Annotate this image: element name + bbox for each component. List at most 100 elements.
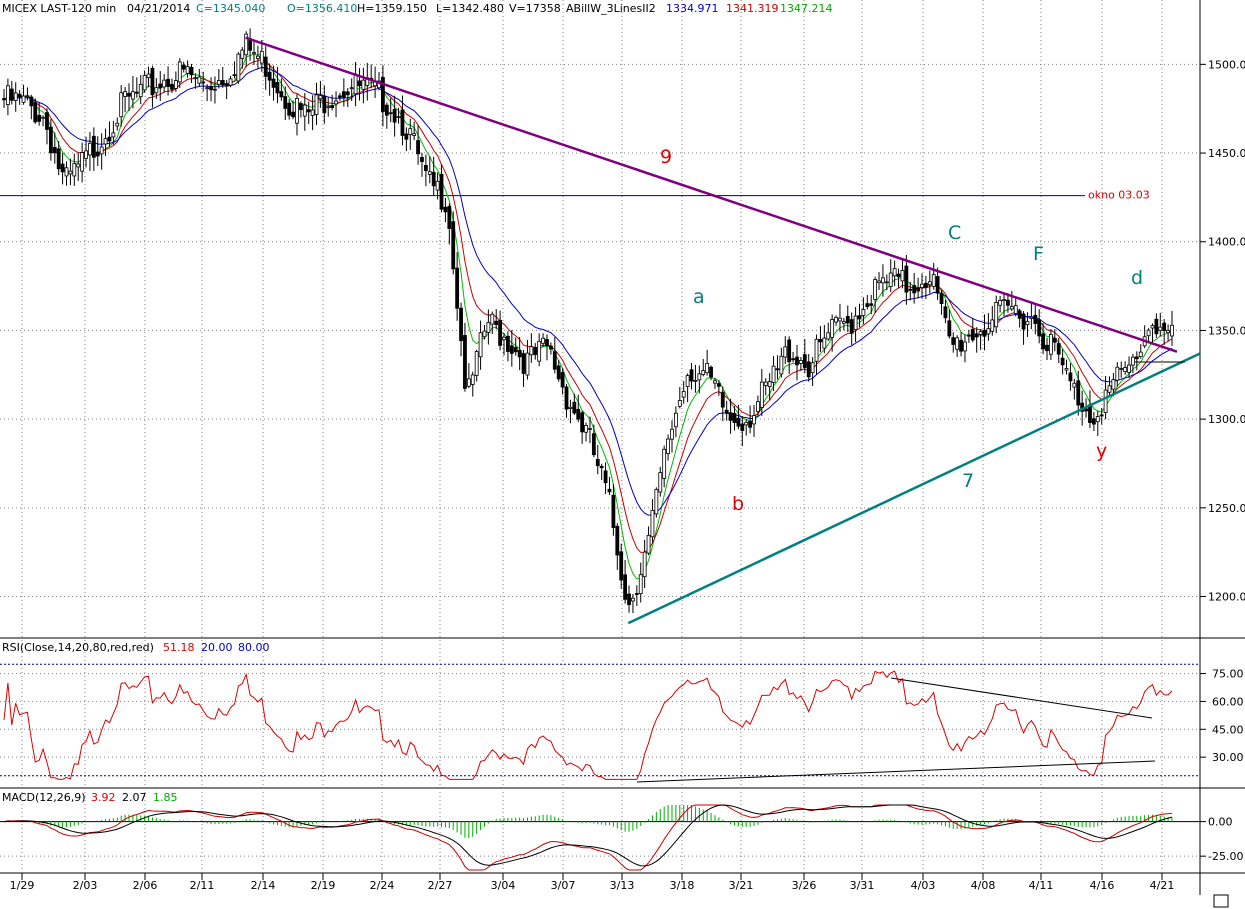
price-tick-label: 1350.00 xyxy=(1208,324,1245,337)
candle-body xyxy=(916,287,920,292)
candle-body xyxy=(252,52,256,55)
candle-body xyxy=(455,267,460,309)
macd-tick-label: 0.00 xyxy=(1208,816,1233,829)
candle-body xyxy=(478,332,483,358)
price-tick-label: 1450.00 xyxy=(1208,147,1245,160)
candle-body xyxy=(1021,313,1026,330)
time-tick-label: 2/11 xyxy=(190,879,215,892)
rsi-trendline-lower xyxy=(636,760,1156,783)
candle-body xyxy=(998,300,1003,306)
candle-body xyxy=(841,321,846,324)
candle-body xyxy=(213,88,217,91)
candle-body xyxy=(302,104,307,117)
candle-body xyxy=(60,163,65,173)
candle-body xyxy=(521,353,526,374)
candle-body xyxy=(228,78,233,86)
candle-body xyxy=(1095,416,1100,423)
candle-body xyxy=(693,380,698,382)
candle-body xyxy=(283,96,288,109)
candle-body xyxy=(881,277,885,284)
candle-body xyxy=(681,391,686,398)
candle-body xyxy=(513,347,518,353)
scroll-box[interactable] xyxy=(1213,894,1229,908)
candle-body xyxy=(978,331,983,335)
candle-body xyxy=(1138,351,1143,358)
candle-body xyxy=(1037,319,1042,337)
candle-body xyxy=(892,268,897,277)
candle-body xyxy=(123,91,127,97)
candle-body xyxy=(338,95,342,98)
candle-body xyxy=(244,33,249,56)
candle-body xyxy=(732,413,737,423)
candle-body xyxy=(193,77,198,80)
candle-body xyxy=(404,133,409,140)
candle-body xyxy=(150,68,155,96)
candle-body xyxy=(275,82,280,94)
candle-body xyxy=(818,338,823,343)
candle-body xyxy=(845,315,850,324)
rsi-header-label: RSI(Close,14,20,80,red,red) xyxy=(2,641,154,654)
time-tick-label: 3/26 xyxy=(792,879,817,892)
candle-body xyxy=(295,98,299,124)
candle-body xyxy=(752,415,756,425)
candle-body xyxy=(490,313,495,325)
candle-body xyxy=(1049,333,1053,355)
time-tick-label: 3/13 xyxy=(610,879,635,892)
candle-body xyxy=(506,335,510,352)
candle-body xyxy=(1150,325,1155,329)
candle-body xyxy=(115,122,120,127)
candle-body xyxy=(1064,368,1069,371)
candle-body xyxy=(466,378,471,387)
candle-body xyxy=(1006,299,1010,306)
candle-body xyxy=(209,86,213,91)
candle-body xyxy=(1158,326,1163,331)
candle-body xyxy=(119,92,124,118)
price-tick-label: 1500.00 xyxy=(1208,58,1245,71)
candle-body xyxy=(826,332,831,340)
candle-body xyxy=(502,336,506,341)
candle-body xyxy=(1033,314,1038,324)
indicator-label: ABillW_3LinesII2 xyxy=(566,2,656,15)
candle-body xyxy=(72,162,77,177)
candle-body xyxy=(138,83,143,98)
time-tick-label: 4/21 xyxy=(1150,879,1175,892)
candle-body xyxy=(29,96,34,107)
candle-body xyxy=(84,150,88,159)
wave-label-F: F xyxy=(1033,243,1044,265)
macd-tick-label: -25.00 xyxy=(1208,850,1243,863)
candle-body xyxy=(662,448,667,479)
candle-body xyxy=(709,366,713,378)
wave-label-a: a xyxy=(693,286,705,308)
candle-body xyxy=(33,102,38,123)
candle-body xyxy=(525,352,530,376)
candle-body xyxy=(1134,356,1139,360)
candle-body xyxy=(177,61,182,83)
candle-body xyxy=(166,78,170,87)
candle-body xyxy=(21,95,26,103)
candle-body xyxy=(498,320,503,346)
candle-body xyxy=(443,206,448,213)
candle-body xyxy=(806,361,811,378)
price-tick-label: 1300.00 xyxy=(1208,413,1245,426)
candle-body xyxy=(912,285,917,294)
candle-body xyxy=(1072,382,1077,388)
candle-body xyxy=(865,303,870,308)
candle-body xyxy=(689,369,694,382)
candle-body xyxy=(48,126,53,154)
ma-blue-line xyxy=(3,66,1173,516)
ma-blue-value: 1334.971 xyxy=(666,2,719,15)
ma-green-value: 1347.214 xyxy=(780,2,833,15)
candle-body xyxy=(970,328,975,341)
candle-body xyxy=(713,380,717,384)
candle-body xyxy=(552,351,557,370)
candle-body xyxy=(205,87,210,90)
candle-body xyxy=(888,272,893,287)
candle-body xyxy=(920,283,924,288)
macd-value: 3.92 xyxy=(91,791,116,804)
candle-body xyxy=(1045,344,1049,352)
candle-body xyxy=(896,273,901,278)
candle-body xyxy=(740,423,745,431)
rsi-line xyxy=(3,670,1173,780)
candle-body xyxy=(744,421,749,426)
